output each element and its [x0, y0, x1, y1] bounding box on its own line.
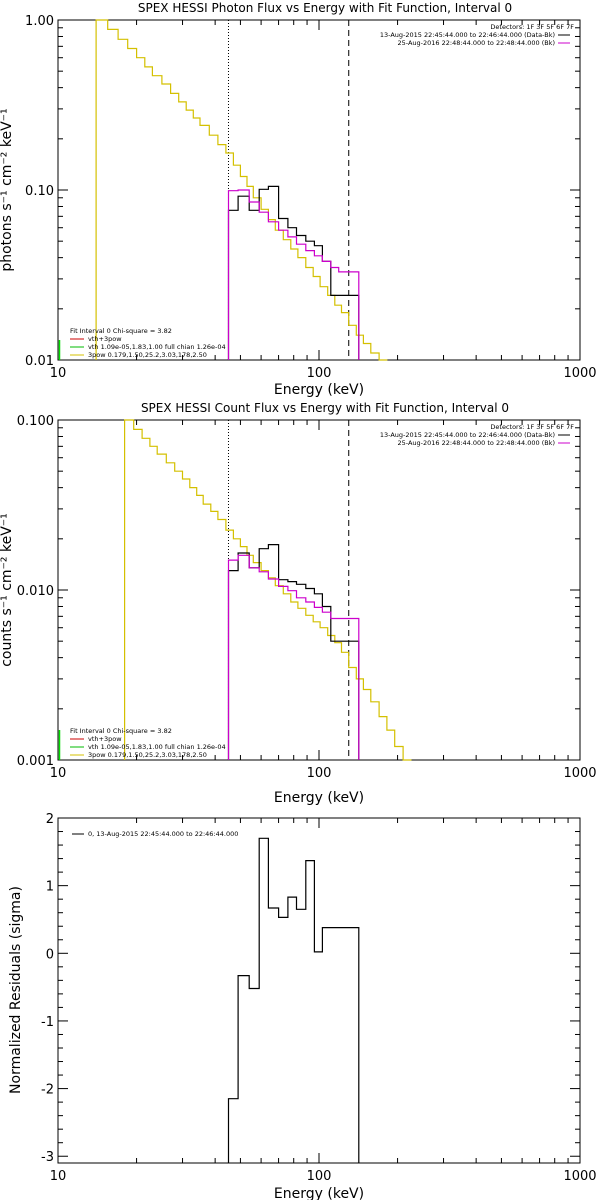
detectors-text: Detectors: 1F 3F 5F 6F 7F	[490, 423, 574, 431]
series-step-line	[227, 554, 360, 760]
x-tick-label: 100	[307, 366, 332, 381]
y-tick-label: 0.10	[25, 184, 54, 199]
plot-frame	[57, 19, 581, 361]
pow-params-text: 3pow 0.179,1.50,25.2,3.03,178,2.50	[88, 351, 207, 359]
series-group	[227, 837, 360, 1163]
y-tick-label: 1.00	[25, 14, 54, 29]
model-text: vth+3pow	[88, 335, 122, 343]
series-step-line	[95, 19, 388, 361]
y-tick-label: 2	[46, 812, 54, 827]
x-tick-label: 1000	[563, 1169, 596, 1184]
count-flux-panel: SPEX HESSI Count Flux vs Energy with Fit…	[0, 401, 597, 806]
axes: 10 100 1000 -3 -2 -1 0 1 2	[41, 812, 597, 1184]
x-tick-label: 100	[307, 766, 332, 781]
plot-frame	[57, 817, 581, 1164]
fit-range-lines	[227, 420, 350, 760]
series-group	[124, 419, 412, 761]
x-tick-label: 1000	[563, 766, 596, 781]
x-tick-label: 1000	[563, 366, 596, 381]
fit-interval-text: Fit Interval 0 Chi-square = 3.82	[70, 727, 172, 735]
axes: 10 100 1000 0.001 0.010 0.100	[17, 414, 597, 781]
photon-flux-panel: SPEX HESSI Photon Flux vs Energy with Fi…	[0, 1, 597, 398]
x-axis-label: Energy (keV)	[274, 1186, 364, 1200]
series-step-line	[227, 544, 360, 760]
y-axis-label: counts s⁻¹ cm⁻² keV⁻¹	[0, 513, 15, 667]
series-group	[95, 19, 388, 361]
y-tick-label: 0	[46, 947, 54, 962]
series-step-line	[227, 185, 360, 360]
axes: 10 100 1000 0.01 0.10 1.00	[25, 14, 597, 381]
data-interval-text: 13-Aug-2015 22:45:44.000 to 22:46:44.000…	[380, 431, 555, 439]
x-tick-label: 10	[50, 366, 67, 381]
y-tick-label: 0.001	[17, 754, 54, 769]
annotations: Detectors: 1F 3F 5F 6F 7F 13-Aug-2015 22…	[58, 23, 574, 360]
y-tick-label: -1	[41, 1015, 54, 1030]
vth-params-text: vth 1.09e-05,1.83,1.00 full chian 1.26e-…	[88, 343, 226, 351]
y-tick-label: 0.100	[17, 414, 54, 429]
y-axis-label: Normalized Residuals (sigma)	[8, 886, 24, 1094]
x-tick-label: 10	[50, 1169, 67, 1184]
y-tick-label: 0.01	[25, 354, 54, 369]
residual-legend-text: 0, 13-Aug-2015 22:45:44.000 to 22:46:44.…	[88, 830, 238, 838]
data-interval-text: 13-Aug-2015 22:45:44.000 to 22:46:44.000…	[380, 31, 555, 39]
bk-interval-text: 25-Aug-2016 22:48:44.000 to 22:48:44.000…	[398, 439, 555, 447]
x-axis-label: Energy (keV)	[274, 790, 364, 806]
y-tick-label: -2	[41, 1083, 54, 1098]
y-tick-label: 0.010	[17, 584, 54, 599]
y-axis-label: photons s⁻¹ cm⁻² keV⁻¹	[0, 108, 15, 271]
x-tick-label: 100	[307, 1169, 332, 1184]
fit-range-lines	[227, 20, 350, 360]
chart-title: SPEX HESSI Photon Flux vs Energy with Fi…	[138, 1, 512, 15]
detectors-text: Detectors: 1F 3F 5F 6F 7F	[490, 23, 574, 31]
annotations: Detectors: 1F 3F 5F 6F 7F 13-Aug-2015 22…	[58, 423, 574, 760]
bk-interval-text: 25-Aug-2016 22:48:44.000 to 22:48:44.000…	[398, 39, 555, 47]
series-step-line	[227, 189, 360, 360]
model-text: vth+3pow	[88, 735, 122, 743]
residuals-panel: 10 100 1000 -3 -2 -1 0 1 2 0, 13-Aug-2015 22:45:…	[8, 812, 597, 1200]
vth-params-text: vth 1.09e-05,1.83,1.00 full chian 1.26e-…	[88, 743, 226, 751]
chart-title: SPEX HESSI Count Flux vs Energy with Fit…	[141, 401, 509, 415]
annotations: 0, 13-Aug-2015 22:45:44.000 to 22:46:44.…	[72, 830, 238, 838]
series-step-line	[124, 419, 412, 761]
fit-interval-text: Fit Interval 0 Chi-square = 3.82	[70, 327, 172, 335]
y-tick-label: 1	[46, 880, 54, 895]
plot-frame	[57, 419, 581, 761]
x-tick-label: 10	[50, 766, 67, 781]
series-step-line	[227, 837, 360, 1163]
x-axis-label: Energy (keV)	[274, 382, 364, 398]
y-tick-label: -3	[41, 1150, 54, 1165]
pow-params-text: 3pow 0.179,1.50,25.2,3.03,178,2.50	[88, 751, 207, 759]
